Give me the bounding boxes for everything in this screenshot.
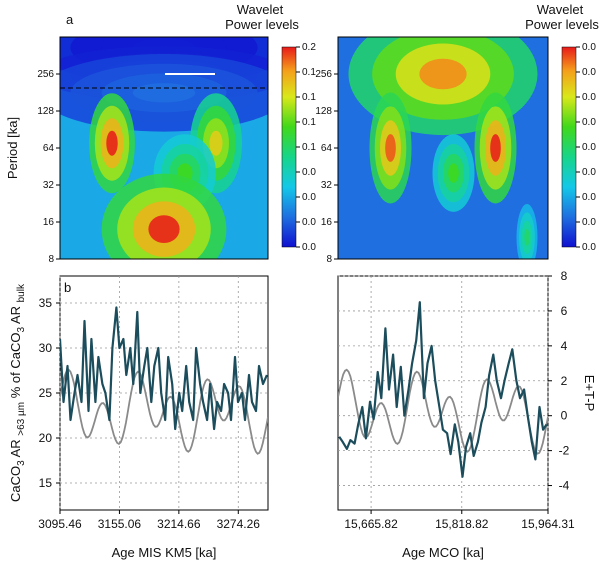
- line-ytick-label: 30: [39, 341, 53, 355]
- heatmap-right-title-line1: Wavelet: [537, 2, 584, 17]
- colorbar-right: [561, 46, 577, 248]
- colorbar-tick-label: 0.0: [582, 217, 596, 228]
- line-ytick-label: 6: [561, 304, 568, 318]
- line-xtick-label: 15,964.31: [521, 517, 575, 531]
- colorbar-right-ticks: 0.0 0.0 0.0 0.0 0.0 0.0 0.0 0.0 0.0: [576, 42, 596, 253]
- line-right-ylabel: E+T-P: [582, 375, 597, 412]
- colorbar-tick-label: 0.0: [302, 242, 316, 253]
- line-ytick-label: 35: [39, 296, 53, 310]
- colorbar-tick-label: 0.0: [582, 167, 596, 178]
- colorbar-tick-label: 0.0: [582, 142, 596, 153]
- line-right-series: [338, 301, 548, 478]
- line-left-ylabel: CaCO3 AR >63 µm % of CaCO3 AR bulk: [8, 283, 27, 502]
- heatmap-right: [337, 36, 549, 260]
- colorbar-tick-label: 0.0: [302, 167, 316, 178]
- colorbar-tick-label: 0.1: [302, 67, 316, 78]
- line-ytick-label: 0: [561, 409, 568, 423]
- heatmap-left-yticks: 8 16 32 64 128 256: [37, 69, 60, 265]
- line-xtick-label: 3155.06: [98, 517, 142, 531]
- line-left-series: [60, 306, 268, 455]
- heatmap-ytick-label: 256: [37, 69, 54, 80]
- colorbar-left: [281, 46, 297, 248]
- line-series-main: [338, 301, 548, 478]
- heatmap-left: [59, 36, 269, 260]
- line-xtick-label: 3095.46: [38, 517, 82, 531]
- heatmap-blob: [448, 163, 459, 183]
- colorbar-tick-label: 0.0: [582, 92, 596, 103]
- line-ytick-label: 25: [39, 386, 53, 400]
- colorbar-tick-label: 0.1: [302, 142, 316, 153]
- heatmap-blob: [419, 58, 467, 90]
- line-ytick-label: -4: [559, 479, 570, 493]
- colorbar-tick-label: 0.0: [582, 192, 596, 203]
- heatmap-ytick-label: 128: [37, 106, 54, 117]
- colorbar-left-ticks: 0.2 0.1 0.1 0.1 0.1 0.0 0.0 0.0 0.0: [296, 42, 316, 253]
- colorbar-tick-label: 0.1: [302, 117, 316, 128]
- colorbar-tick-label: 0.2: [302, 42, 316, 53]
- heatmap-right-title-line2: Power levels: [525, 17, 599, 32]
- line-xtick-label: 15,818.82: [435, 517, 489, 531]
- line-right-grid: [338, 275, 549, 510]
- line-ytick-label: 4: [561, 339, 568, 353]
- heatmap-ytick-label: 64: [321, 143, 333, 154]
- heatmap-blob: [132, 83, 196, 103]
- line-xtick-label: 15,665.82: [344, 517, 398, 531]
- heatmap-blob: [106, 130, 118, 156]
- line-ytick-label: 2: [561, 374, 568, 388]
- colorbar-tick-label: 0.0: [582, 67, 596, 78]
- heatmap-right-blobs: [348, 37, 538, 259]
- line-ytick-label: -2: [559, 444, 570, 458]
- line-left-xlabel: Age MIS KM5 [ka]: [112, 545, 217, 560]
- heatmap-left-title-line1: Wavelet: [237, 2, 284, 17]
- heatmap-blob: [209, 130, 223, 156]
- line-series-grey: [338, 368, 548, 455]
- line-ytick-label: 15: [39, 476, 53, 490]
- line-xtick-label: 3214.66: [157, 517, 201, 531]
- heatmap-left-title-line2: Power levels: [225, 17, 299, 32]
- panel-label-a: a: [66, 12, 74, 27]
- heatmap-ytick-label: 8: [326, 254, 332, 265]
- heatmap-ytick-label: 64: [43, 143, 55, 154]
- panel-label-b: b: [64, 280, 71, 295]
- line-left-axes: 3095.46 3155.06 3214.66 3274.26 15 20 25 30 35: [38, 296, 260, 531]
- heatmap-ytick-label: 128: [315, 106, 332, 117]
- line-left-ylabel-text: CaCO3 AR >63 µm % of CaCO3 AR bulk: [8, 283, 27, 502]
- heatmap-blob: [148, 215, 180, 244]
- line-ytick-label: 8: [561, 269, 568, 283]
- colorbar-tick-label: 0.0: [582, 242, 596, 253]
- heatmap-ytick-label: 8: [48, 254, 54, 265]
- line-right-plot-area: [337, 275, 549, 511]
- line-ytick-label: 20: [39, 431, 53, 445]
- heatmap-ytick-label: 32: [43, 180, 55, 191]
- heatmap-left-ylabel: Period [ka]: [5, 117, 20, 179]
- heatmap-right-yticks: 8 16 32 64 128 256: [315, 69, 338, 265]
- colorbar-tick-label: 0.0: [302, 217, 316, 228]
- heatmap-ytick-label: 32: [321, 180, 333, 191]
- colorbar-tick-label: 0.0: [302, 192, 316, 203]
- colorbar-tick-label: 0.1: [302, 92, 316, 103]
- line-xtick-label: 3274.26: [217, 517, 261, 531]
- heatmap-ytick-label: 256: [315, 69, 332, 80]
- heatmap-blob: [524, 229, 530, 246]
- heatmap-ytick-label: 16: [321, 217, 333, 228]
- colorbar-tick-label: 0.0: [582, 117, 596, 128]
- line-right-xlabel: Age MCO [ka]: [402, 545, 484, 560]
- line-series-main: [60, 306, 268, 431]
- heatmap-ytick-label: 16: [43, 217, 55, 228]
- colorbar-tick-label: 0.0: [582, 42, 596, 53]
- heatmap-blob: [385, 134, 396, 162]
- heatmap-blob: [490, 134, 501, 162]
- line-right-axes: 15,665.82 15,818.82 15,964.31 -4 -2 0 2 4 6 8: [344, 269, 575, 531]
